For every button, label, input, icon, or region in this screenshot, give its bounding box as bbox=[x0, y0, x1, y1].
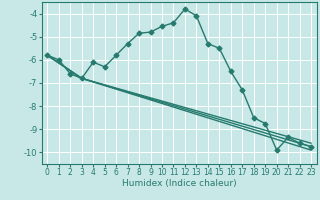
X-axis label: Humidex (Indice chaleur): Humidex (Indice chaleur) bbox=[122, 179, 236, 188]
